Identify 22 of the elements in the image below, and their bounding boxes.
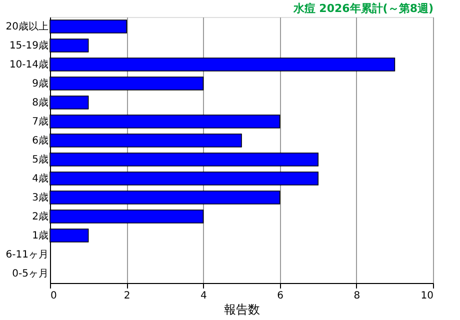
y-tick-label: 20歳以上 [6,20,48,32]
y-tick-label: 4歳 [32,172,48,184]
y-tick-label: 9歳 [32,78,48,90]
x-tick-label: 10 [420,290,434,302]
y-tick-label: 10-14歳 [9,58,48,70]
y-tick-label: 3歳 [32,192,48,204]
x-tick-label: 0 [50,290,57,302]
chart-title: 水痘 2026年累計(～第8週) [292,2,434,15]
y-tick-label: 5歳 [32,154,48,166]
y-tick-label: 6-11ヶ月 [6,250,48,260]
y-tick-label: 8歳 [32,96,48,108]
y-tick-label: 1歳 [32,230,48,242]
x-tick-label: 2 [124,290,130,302]
y-tick-label: 0-5ヶ月 [12,268,48,280]
x-axis-title: 報告数 [224,302,260,316]
x-tick-label: 6 [277,290,284,302]
x-tick-label: 8 [354,290,360,302]
y-tick-label: 7歳 [32,116,48,128]
x-tick-label: 4 [200,290,207,302]
y-tick-label: 15-19歳 [9,40,48,52]
y-tick-label: 2歳 [32,210,48,222]
y-tick-label: 6歳 [32,134,48,146]
